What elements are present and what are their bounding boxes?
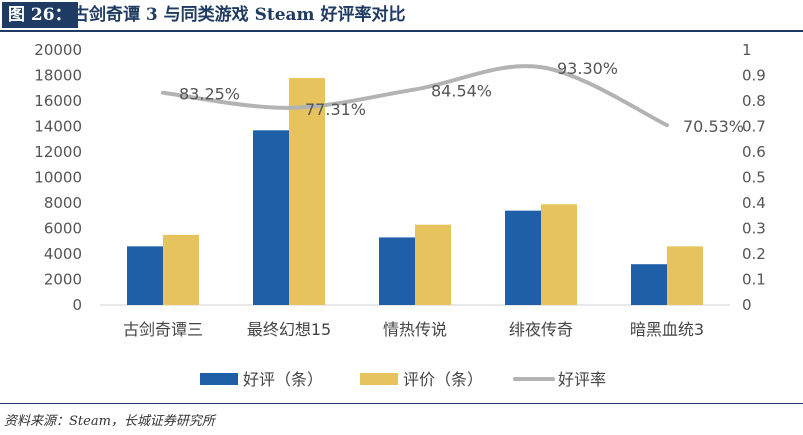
y-left-tick-label: 14000 bbox=[34, 118, 82, 136]
y-right-tick-label: 0.5 bbox=[742, 169, 766, 187]
figure-title: 古剑奇谭 3 与同类游戏 Steam 好评率对比 bbox=[72, 5, 406, 25]
legend-label: 好评（条） bbox=[243, 370, 323, 389]
y-left-tick-label: 2000 bbox=[44, 271, 82, 289]
bar-positive-reviews bbox=[631, 264, 667, 305]
y-right-tick-label: 0.7 bbox=[742, 118, 766, 136]
y-right-tick-label: 0.9 bbox=[742, 67, 766, 85]
y-left-tick-label: 6000 bbox=[44, 220, 82, 238]
y-left-tick-label: 4000 bbox=[44, 245, 82, 263]
y-left-tick-label: 20000 bbox=[34, 41, 82, 59]
bar-positive-reviews bbox=[505, 210, 541, 305]
legend-label: 好评率 bbox=[558, 370, 606, 389]
y-left-tick-label: 18000 bbox=[34, 67, 82, 85]
bar-total-reviews bbox=[289, 78, 325, 305]
combo-chart: 0 2000 4000 6000 8000 10000 12000 14000 16000 180… bbox=[34, 41, 766, 389]
y-right-tick-label: 0.1 bbox=[742, 271, 766, 289]
line-data-label: 83.25% bbox=[179, 85, 240, 104]
bar-total-reviews bbox=[163, 234, 199, 305]
y-right-tick-label: 0 bbox=[742, 296, 752, 314]
bar-total-reviews bbox=[415, 224, 451, 305]
bar-total-reviews bbox=[667, 246, 703, 305]
line-data-label: 77.31% bbox=[305, 100, 366, 119]
x-category-label: 暗黑血统3 bbox=[630, 320, 704, 339]
x-category-label: 最终幻想15 bbox=[247, 320, 331, 339]
figure-title-bar: 图 26： 古剑奇谭 3 与同类游戏 Steam 好评率对比 bbox=[0, 0, 803, 30]
bar-total-reviews bbox=[541, 204, 577, 305]
figure-number: 图 26： bbox=[2, 2, 78, 28]
title-rule bbox=[0, 30, 803, 32]
bar-positive-reviews bbox=[379, 237, 415, 305]
y-right-tick-label: 0.3 bbox=[742, 220, 766, 238]
source-note: 资料来源：Steam，长城证券研究所 bbox=[4, 414, 215, 429]
line-data-label: 93.30% bbox=[557, 59, 618, 78]
line-data-label: 70.53% bbox=[683, 117, 744, 136]
bar-positive-reviews bbox=[253, 130, 289, 305]
y-right-tick-label: 0.4 bbox=[742, 194, 766, 212]
x-category-label: 绯夜传奇 bbox=[509, 320, 573, 339]
x-category-label: 古剑奇谭三 bbox=[123, 320, 203, 339]
legend-label: 评价（条） bbox=[403, 370, 483, 389]
legend-swatch-total bbox=[360, 373, 398, 385]
bar-positive-reviews bbox=[127, 246, 163, 305]
legend-swatch-positive bbox=[200, 373, 238, 385]
y-left-tick-label: 16000 bbox=[34, 92, 82, 110]
footer-rule bbox=[0, 403, 803, 404]
line-data-label: 84.54% bbox=[431, 81, 492, 100]
y-left-tick-label: 10000 bbox=[34, 169, 82, 187]
y-left-tick-label: 0 bbox=[72, 296, 82, 314]
y-right-tick-label: 0.8 bbox=[742, 92, 766, 110]
y-right-tick-label: 0.6 bbox=[742, 143, 766, 161]
y-left-tick-label: 12000 bbox=[34, 143, 82, 161]
y-left-tick-label: 8000 bbox=[44, 194, 82, 212]
line-approval-rate bbox=[161, 64, 669, 128]
y-right-tick-label: 1 bbox=[742, 41, 752, 59]
y-right-tick-label: 0.2 bbox=[742, 245, 766, 263]
x-category-label: 情热传说 bbox=[383, 320, 447, 339]
